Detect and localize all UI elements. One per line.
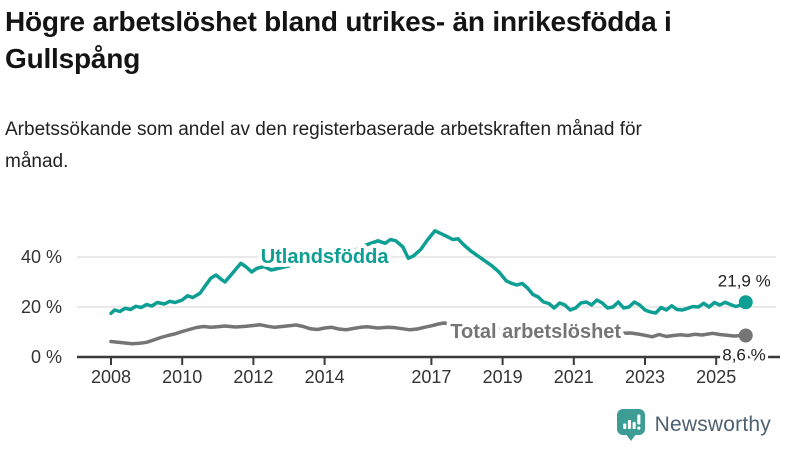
end-dot-total: [738, 328, 753, 343]
y-tick-label: 0 %: [31, 347, 62, 367]
x-tick-label: 2012: [233, 367, 273, 387]
unemployment-line-chart: 0 % 20 % 40 % 2008 2010 2012 2014 2017 2019 2021 2…: [21, 229, 780, 387]
x-tick-label: 2014: [305, 367, 345, 387]
series-label-total: Total arbetslöshet: [450, 321, 621, 343]
x-tick-label: 2023: [625, 367, 665, 387]
end-value-label-total: 8,6 %: [722, 346, 765, 365]
chart-area: 0 % 20 % 40 % 2008 2010 2012 2014 2017 2019 2021 2…: [0, 205, 800, 400]
chart-subtitle: Arbetssökande som andel av den registerb…: [5, 119, 642, 173]
x-tick-label: 2025: [696, 367, 736, 387]
x-tick-label: 2008: [91, 367, 131, 387]
y-tick-label: 20 %: [21, 297, 62, 317]
x-tick-label: 2019: [483, 367, 523, 387]
series-label-utlandsfodda: Utlandsfödda: [261, 246, 390, 268]
bar-chart-speech-bubble-icon: [616, 409, 645, 441]
y-tick-label: 40 %: [21, 247, 62, 267]
series-line-total: [109, 321, 748, 346]
newsworthy-logo-text: Newsworthy: [654, 413, 771, 436]
page-title: Högre arbetslöshet bland utrikes- än inr…: [5, 6, 672, 74]
end-dot-utlandsfodda: [738, 295, 753, 310]
series-line-utlandsfodda: [109, 229, 748, 316]
x-tick-label: 2017: [411, 367, 451, 387]
end-value-label-utlandsfodda: 21,9 %: [718, 271, 771, 290]
x-tick-label: 2021: [554, 367, 594, 387]
x-tick-label: 2010: [162, 367, 202, 387]
newsworthy-logo: Newsworthy: [616, 408, 771, 442]
